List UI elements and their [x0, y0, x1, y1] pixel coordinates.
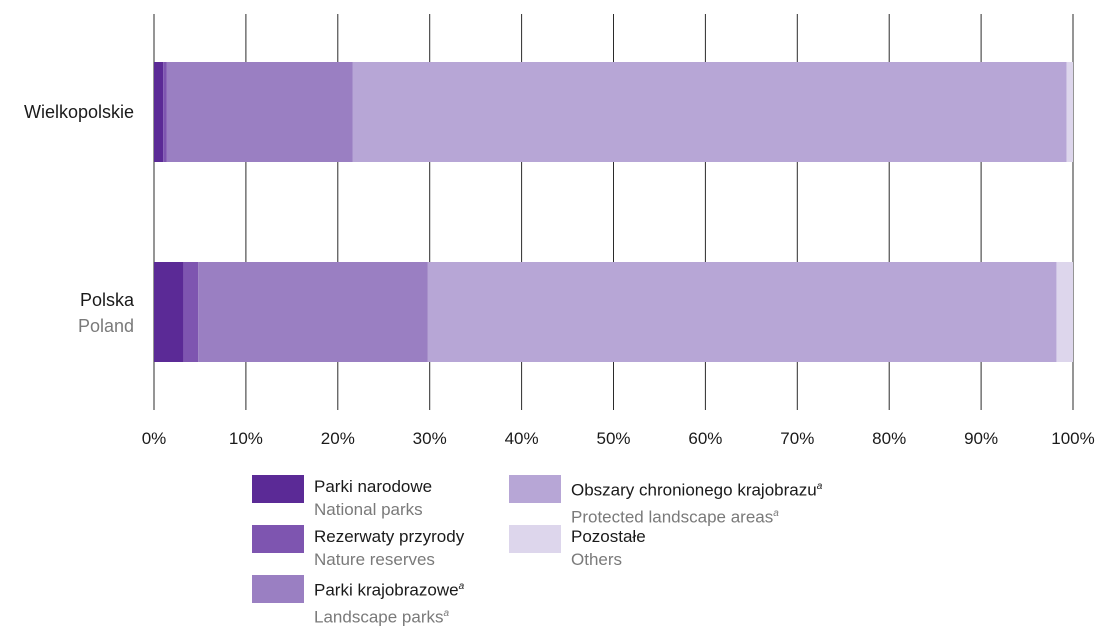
legend-label-en: Landscape parks [314, 607, 443, 626]
y-tick-label: Wielkopolskie [24, 102, 134, 122]
legend-item-national-parks: Parki narodowe National parks [252, 475, 432, 521]
legend-label: Pozostałe [571, 525, 646, 548]
x-tick-label: 20% [321, 429, 355, 448]
legend-label: Parki krajobrazowe [314, 581, 459, 600]
bar-segment [154, 62, 163, 162]
x-tick-label: 30% [413, 429, 447, 448]
legend-label: Rezerwaty przyrody [314, 525, 464, 548]
bar-segment [154, 262, 183, 362]
x-tick-label: 80% [872, 429, 906, 448]
legend-swatch [509, 525, 561, 553]
y-tick-sublabel: Poland [78, 316, 134, 336]
x-tick-label: 50% [596, 429, 630, 448]
legend-swatch [252, 525, 304, 553]
x-tick-label: 40% [505, 429, 539, 448]
bar-segment [353, 62, 1067, 162]
x-axis: 0% 10% 20% 30% 40% 50% 60% 70% 80% 90% 100% [142, 429, 1095, 448]
x-tick-label: 60% [688, 429, 722, 448]
legend-label: Obszary chronionego krajobrazu [571, 481, 817, 500]
bar-segment [163, 62, 167, 162]
legend-label-en: Protected landscape areas [571, 507, 773, 526]
legend-label-en: Nature reserves [314, 548, 464, 571]
legend-item-protected-landscape-areas: Obszary chronionego krajobrazua Protecte… [509, 475, 822, 528]
x-tick-label: 90% [964, 429, 998, 448]
bar-segment [1056, 262, 1073, 362]
bar-segment [428, 262, 1057, 362]
x-tick-label: 70% [780, 429, 814, 448]
x-tick-label: 0% [142, 429, 167, 448]
bar-segment [167, 62, 353, 162]
y-tick-label: Polska [80, 290, 135, 310]
footnote-mark: a [817, 481, 823, 492]
bar-segment [198, 262, 428, 362]
bar-segment [183, 262, 198, 362]
legend-item-landscape-parks: Parki krajobrazowea Landscape parksa [252, 575, 464, 628]
bar-segment [1067, 62, 1073, 162]
legend-swatch [252, 575, 304, 603]
legend-swatch [509, 475, 561, 503]
footnote-mark: a [459, 581, 465, 592]
x-tick-label: 100% [1051, 429, 1094, 448]
legend-swatch [252, 475, 304, 503]
legend-item-others: Pozostałe Others [509, 525, 646, 571]
y-axis: Wielkopolskie Polska Poland [24, 102, 135, 336]
legend-label: Parki narodowe [314, 475, 432, 498]
legend-label-en: National parks [314, 498, 432, 521]
footnote-mark: a [443, 608, 449, 619]
legend-label-en: Others [571, 548, 646, 571]
x-tick-label: 10% [229, 429, 263, 448]
footnote-mark: a [773, 508, 779, 519]
legend: Parki narodowe National parks Rezerwaty … [252, 475, 952, 623]
legend-item-nature-reserves: Rezerwaty przyrody Nature reserves [252, 525, 464, 571]
